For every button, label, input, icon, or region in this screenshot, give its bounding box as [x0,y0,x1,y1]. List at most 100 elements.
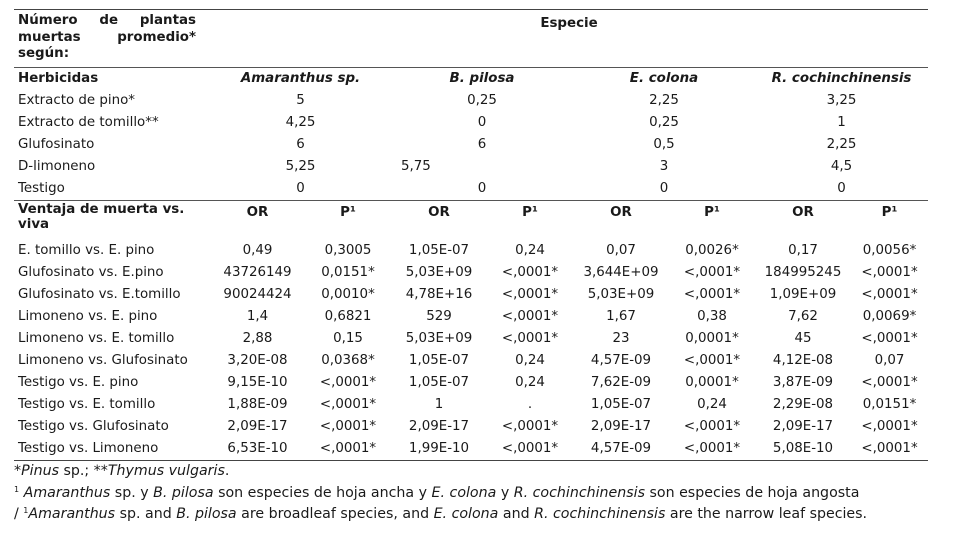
dead-plants-value: 6 [296,137,305,152]
dead-plants-value: 5 [296,93,305,108]
p-value: 0,0001* [685,331,739,346]
or-value: 3,20E-08 [227,353,288,368]
comparison-row: Testigo vs. Glufosinato 2,09E-17 <,0001* 2,… [14,416,928,438]
header-row: Número de plantas muertas promedio* segú… [14,9,929,68]
or-value: 529 [426,309,452,324]
dead-plants-value: 4,25 [285,115,316,130]
herbicide-label: Extracto de pino* [18,93,135,108]
comparison-label: Testigo vs. Limoneno [14,438,210,461]
or-value: 0,07 [606,243,636,258]
or-value: 5,03E+09 [405,331,473,346]
herbicide-row: Testigo 0 0 0 0 [14,178,928,201]
or-value: 3,644E+09 [583,265,659,280]
p-value: <,0001* [501,331,559,346]
or-value: 1 [434,397,444,412]
p-value: <,0001* [501,309,559,324]
or-value: 9,15E-10 [227,375,288,390]
p-value: 0,0069* [862,309,917,324]
dead-plants-value: 0 [477,115,487,130]
dead-plants-value: 5,75 [401,159,431,174]
results-table-container: Número de plantas muertas promedio* segú… [14,9,929,461]
or-value: 43726149 [223,265,292,280]
p-value: 0,24 [515,243,545,258]
or-value: 5,03E+09 [405,265,473,280]
herbicide-row: D-limoneno 5,25 5,75 3 4,5 [14,156,928,178]
p-value: <,0001* [319,397,377,412]
or-value: 45 [794,331,812,346]
comparison-row: Glufosinato vs. E.tomillo 90024424 0,0010*… [14,284,928,306]
or-value: 1,99E-10 [391,438,487,461]
comparison-row: E. tomillo vs. E. pino 0,49 0,3005 1,05E-07… [14,240,928,262]
dead-plants-value: 0,25 [649,115,679,130]
p-value: 0,24 [515,353,545,368]
or-value: 5,03E+09 [587,287,655,302]
p-value: <,0001* [501,287,559,302]
or-header: OR [210,200,305,240]
comparison-label: Testigo vs. E. tomillo [18,397,156,412]
p-value: <,0001* [501,419,559,434]
p-value: <,0001* [861,265,918,280]
or-value: 7,62E-09 [590,375,652,390]
p-value: 0,07 [874,353,905,368]
or-value: 23 [612,331,630,346]
comparison-label: Limoneno vs. E. tomillo [18,331,175,346]
herbicide-label: D-limoneno [18,159,96,174]
herbicide-row: Extracto de pino* 5 0,25 2,25 3,25 [14,90,928,112]
or-value: 3,87E-09 [772,375,834,390]
p-value: 0,24 [515,375,545,390]
herbicide-row: Glufosinato 6 6 0,5 2,25 [14,134,928,156]
p-header: P¹ [305,200,391,240]
p-value: <,0001* [683,419,741,434]
or-header: OR [573,200,669,240]
or-header: OR [391,200,487,240]
dead-plants-value: 0 [659,181,669,196]
p-value: 0,0010* [321,287,375,302]
footnote-2: 1 Amaranthus sp. y B. pilosa son especie… [14,484,860,501]
or-value: 2,29E-08 [772,397,834,412]
p-value: . [527,397,533,412]
dead-plants-value: 2,25 [649,93,679,108]
p-value: 0,0368* [321,353,375,368]
comparison-label: Testigo vs. E. pino [18,375,139,390]
p-header: P¹ [669,200,755,240]
p-value: 0,0056* [862,243,917,258]
footnote-1: *Pinus sp.; **Thymus vulgaris. [14,463,230,479]
p-value: 0,3005 [324,243,372,258]
herbicide-label: Testigo [18,181,65,196]
species-row: Herbicidas Amaranthus sp. B. pilosa E. c… [14,67,929,90]
or-value: 5,08E-10 [755,438,851,461]
herbicides-label: Herbicidas [14,67,210,90]
or-value: 1,05E-07 [408,243,470,258]
or-value: 2,09E-17 [408,419,470,434]
or-value: 1,05E-07 [408,353,470,368]
species-name: E. colona [573,67,755,90]
p-header: P¹ [851,200,929,240]
or-value: 184995245 [764,265,842,280]
species-name: Amaranthus sp. [210,67,391,90]
dead-plants-value: 1 [837,115,846,130]
p-value: 0,24 [697,397,727,412]
or-value: 7,62 [788,309,818,324]
or-value: 1,05E-07 [408,375,470,390]
or-value: 4,12E-08 [772,353,834,368]
or-value: 1,09E+09 [769,287,837,302]
dead-plants-value: 6 [477,137,487,152]
p-value: <,0001* [851,438,929,461]
dead-plants-value: 0,5 [653,137,675,152]
p-value: 0,15 [333,331,363,346]
species-name: R. cochinchinensis [755,67,929,90]
species-header: Especie [210,9,929,68]
p-value: <,0001* [861,375,918,390]
p-value: <,0001* [683,287,741,302]
p-value: <,0001* [861,287,918,302]
p-value: <,0001* [861,419,918,434]
comparison-label: Glufosinato vs. E.tomillo [18,287,181,302]
dead-plants-value: 4,5 [830,159,853,174]
dead-plants-value: 5,25 [285,159,316,174]
or-value: 0,17 [788,243,818,258]
p-value: <,0001* [305,438,391,461]
p-value: 0,0001* [685,375,739,390]
p-value: <,0001* [683,353,741,368]
comparison-label: Limoneno vs. Glufosinato [18,353,188,368]
comparison-row: Limoneno vs. Glufosinato 3,20E-08 0,0368* 1… [14,350,928,372]
